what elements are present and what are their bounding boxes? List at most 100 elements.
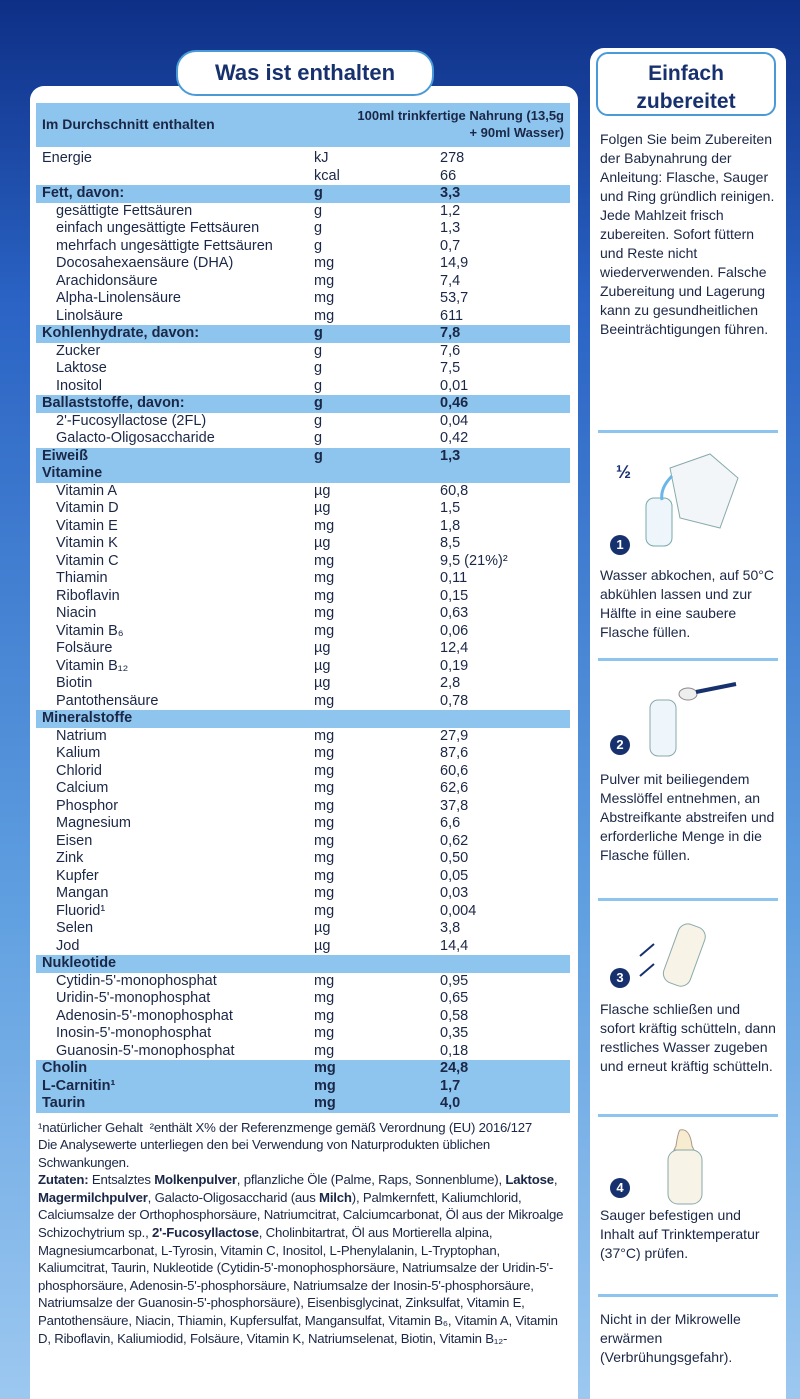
row-label: Vitamin K — [56, 535, 118, 551]
row-label: Natrium — [56, 727, 107, 744]
row-value: 12,4 — [440, 640, 469, 656]
row-label: Laktose — [56, 360, 107, 376]
row-unit: mg — [314, 867, 335, 884]
table-row: Chlorid mg 60,6 — [36, 763, 570, 781]
table-row: Vitamin B₁₂ µg 0,19 — [36, 658, 570, 676]
table-row: kcal 66 — [36, 168, 570, 186]
row-label: Mineralstoffe — [42, 710, 133, 726]
divider — [598, 1294, 778, 1297]
row-label: Selen — [56, 920, 94, 936]
table-row: Thiamin mg 0,11 — [36, 570, 570, 588]
row-unit: mg — [314, 1060, 336, 1076]
row-label: Vitamin C — [56, 552, 119, 569]
ingredient-text: Molkenpulver — [154, 1172, 237, 1188]
row-label: Kohlenhydrate, davon: — [42, 325, 200, 341]
row-value: 0,01 — [440, 377, 469, 394]
table-row: Ballaststoffe, davon: g 0,46 — [36, 395, 570, 413]
table-row: einfach ungesättigte Fettsäuren g 1,3 — [36, 220, 570, 238]
analysis-note: Die Analysewerte unterliegen den bei Ver… — [38, 1137, 491, 1170]
row-value: 9,5 (21%)² — [440, 552, 508, 569]
row-unit: g — [314, 342, 323, 359]
row-unit: g — [314, 430, 323, 446]
row-label: Cytidin-5'-monophosphat — [56, 972, 217, 989]
row-value: 3,3 — [440, 185, 461, 201]
row-unit: mg — [314, 587, 335, 604]
row-value: 1,2 — [440, 202, 461, 219]
left-title: Was ist enthalten — [176, 50, 434, 96]
row-label: Pantothensäure — [56, 692, 159, 709]
table-row: Natrium mg 27,9 — [36, 728, 570, 746]
table-row: Jod µg 14,4 — [36, 938, 570, 956]
row-label: Fluorid¹ — [56, 902, 106, 919]
step-number: 2 — [610, 735, 630, 755]
row-value: 7,6 — [440, 342, 461, 359]
ingredient-text: Milch — [319, 1189, 352, 1205]
row-label: Ballaststoffe, davon: — [42, 395, 185, 411]
row-unit: mg — [314, 797, 335, 814]
ingredients: Zutaten: Entsalztes Molkenpulver, pflanz… — [38, 1171, 570, 1347]
table-row: Riboflavin mg 0,15 — [36, 588, 570, 606]
table-row: L-Carnitin¹ mg 1,7 — [36, 1077, 570, 1095]
row-label: Alpha-Linolensäure — [56, 290, 181, 306]
step-text: Sauger befestigen und Inhalt auf Trinkte… — [600, 1207, 760, 1261]
table-row: Nukleotide — [36, 955, 570, 973]
row-value: 27,9 — [440, 727, 469, 744]
divider — [598, 658, 778, 661]
table-row: Laktose g 7,5 — [36, 360, 570, 378]
table-row: Mangan mg 0,03 — [36, 885, 570, 903]
row-value: 0,18 — [440, 1042, 469, 1059]
row-label: Galacto-Oligosaccharide — [56, 430, 215, 446]
row-value: 0,78 — [440, 692, 469, 709]
row-label: Vitamin A — [56, 482, 117, 499]
table-row: mehrfach ungesättigte Fettsäuren g 0,7 — [36, 238, 570, 256]
row-value: 0,04 — [440, 412, 469, 429]
table-row: Vitamine — [36, 465, 570, 483]
table-row: Vitamin K µg 8,5 — [36, 535, 570, 553]
row-label: Vitamin B₆ — [56, 622, 124, 639]
row-value: 1,5 — [440, 500, 461, 516]
table-row: Linolsäure mg 611 — [36, 308, 570, 326]
row-label: Riboflavin — [56, 587, 120, 604]
row-label: Inositol — [56, 377, 102, 394]
step-number: 4 — [610, 1178, 630, 1198]
row-unit: mg — [314, 990, 335, 1006]
row-label: Nukleotide — [42, 955, 117, 971]
row-unit: mg — [314, 727, 335, 744]
row-unit: mg — [314, 832, 335, 849]
ingredient-text: Magermilchpulver — [38, 1189, 148, 1205]
row-label: Biotin — [56, 675, 93, 691]
row-label: Docosahexaensäure (DHA) — [56, 255, 234, 271]
row-value: 0,46 — [440, 395, 469, 411]
ingredient-text: , Cholinbitartrat, Öl aus Mortierella al… — [38, 1225, 558, 1346]
row-value: 0,63 — [440, 605, 469, 621]
step-number: 1 — [610, 535, 630, 555]
row-unit: g — [314, 412, 323, 429]
row-label: Kalium — [56, 745, 101, 761]
table-row: Taurin mg 4,0 — [36, 1095, 570, 1113]
table-row: Magnesium mg 6,6 — [36, 815, 570, 833]
row-unit: g — [314, 325, 323, 341]
row-unit: µg — [314, 937, 331, 954]
illustration-bottle — [667, 1129, 703, 1205]
row-label: Guanosin-5'-monophosphat — [56, 1042, 235, 1059]
row-unit: kcal — [314, 167, 340, 184]
row-label: Vitamin B₁₂ — [56, 657, 129, 674]
row-value: 0,05 — [440, 867, 469, 884]
row-label: Vitamine — [42, 465, 103, 481]
table-header: Im Durchschnitt enthalten 100ml trinkfer… — [36, 103, 570, 147]
row-label: Fett, davon: — [42, 185, 125, 201]
table-row: Kupfer mg 0,05 — [36, 868, 570, 886]
row-unit: mg — [314, 622, 335, 639]
table-row: Adenosin-5'-monophosphat mg 0,58 — [36, 1008, 570, 1026]
row-value: 0,95 — [440, 972, 469, 989]
header-value: 100ml trinkfertige Nahrung (13,5g + 90ml… — [357, 108, 564, 140]
step-number: 3 — [610, 968, 630, 988]
row-unit: µg — [314, 657, 331, 674]
table-row: Alpha-Linolensäure mg 53,7 — [36, 290, 570, 308]
row-value: 0,35 — [440, 1025, 469, 1041]
row-label: Kupfer — [56, 867, 99, 884]
row-value: 7,5 — [440, 360, 461, 376]
table-row: Mineralstoffe — [36, 710, 570, 728]
row-unit: mg — [314, 780, 335, 796]
row-label: Inosin-5'-monophosphat — [56, 1025, 212, 1041]
